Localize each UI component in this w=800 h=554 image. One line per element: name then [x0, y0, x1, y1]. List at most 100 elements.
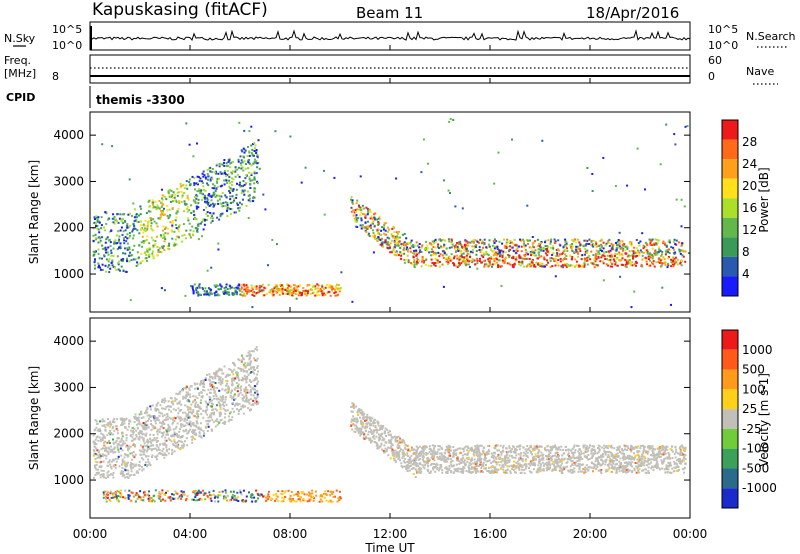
- power-cell: [272, 290, 275, 293]
- velocity-cell: [172, 444, 175, 447]
- power-cell: [158, 207, 161, 210]
- power-cell: [626, 259, 629, 262]
- power-cell: [350, 196, 353, 199]
- power-cell: [495, 240, 498, 243]
- power-cell: [135, 264, 138, 267]
- velocity-cell: [246, 354, 249, 357]
- velocity-cell: [159, 451, 161, 454]
- power-colorbar-tick-label: 20: [742, 179, 757, 193]
- power-cell: [520, 245, 523, 248]
- velocity-cell: [202, 389, 204, 391]
- velocity-cell: [237, 367, 240, 370]
- velocity-cell: [574, 456, 577, 459]
- power-cell: [103, 254, 106, 257]
- velocity-cell: [155, 417, 158, 419]
- velocity-cell: [679, 458, 682, 461]
- power-cell: [127, 226, 130, 229]
- power-cell: [253, 178, 256, 181]
- power-cell: [170, 200, 172, 203]
- power-cell: [448, 256, 451, 259]
- velocity-cell: [413, 451, 415, 454]
- velocity-cell: [147, 441, 150, 444]
- power-cell: [213, 184, 216, 187]
- velocity-cell: [571, 447, 574, 450]
- velocity-cell: [168, 438, 171, 441]
- power-cell: [447, 263, 449, 266]
- power-cell: [191, 285, 194, 288]
- velocity-cell: [141, 430, 143, 433]
- power-cell: [366, 228, 369, 231]
- power-cell: [157, 206, 160, 209]
- power-cell: [496, 258, 499, 261]
- power-cell: [407, 250, 409, 253]
- velocity-cell: [100, 432, 103, 435]
- power-cell: [397, 241, 400, 244]
- power-cell: [430, 254, 432, 257]
- velocity-cell: [562, 449, 564, 452]
- power-cell: [213, 187, 216, 190]
- power-cell: [388, 237, 391, 240]
- velocity-cell: [650, 467, 653, 470]
- velocity-cell: [115, 425, 118, 428]
- power-cell: [409, 250, 412, 253]
- velocity-cell: [137, 437, 140, 440]
- power-cell: [514, 244, 517, 247]
- power-cell: [611, 246, 614, 248]
- velocity-cell: [133, 473, 136, 476]
- velocity-cell: [146, 465, 148, 468]
- power-cell: [177, 225, 180, 228]
- power-cell: [499, 255, 501, 258]
- power-cell: [151, 250, 154, 253]
- power-cell: [536, 238, 539, 241]
- power-cell: [180, 200, 183, 203]
- power-cell: [253, 294, 256, 297]
- power-cell: [248, 197, 251, 200]
- velocity-cell: [590, 461, 593, 464]
- power-cell: [104, 211, 107, 214]
- velocity-cell: [215, 420, 218, 422]
- power-cell: [242, 180, 245, 182]
- velocity-cell: [237, 383, 240, 386]
- velocity-cell: [98, 465, 101, 468]
- velocity-cell: [193, 433, 196, 436]
- power-cell: [152, 255, 155, 258]
- velocity-cell: [219, 413, 222, 415]
- power-cell: [367, 220, 369, 223]
- power-cell: [564, 238, 567, 241]
- power-cell: [461, 207, 464, 210]
- power-cell: [483, 265, 486, 268]
- velocity-cell: [112, 433, 115, 436]
- velocity-cell: [115, 460, 118, 463]
- power-cell: [94, 264, 97, 267]
- power-cell: [442, 285, 445, 288]
- power-cell: [516, 250, 519, 252]
- velocity-cell: [629, 464, 632, 467]
- power-cell: [682, 250, 685, 253]
- velocity-cell: [147, 458, 149, 461]
- velocity-cell: [122, 418, 125, 421]
- power-cell: [394, 242, 397, 245]
- velocity-cell: [459, 467, 462, 470]
- velocity-cell: [211, 412, 214, 415]
- power-cell: [107, 246, 110, 249]
- power-cell: [234, 166, 237, 169]
- velocity-cell: [150, 439, 153, 442]
- power-cell: [435, 252, 438, 255]
- velocity-cell: [243, 390, 246, 393]
- velocity-cell: [508, 454, 511, 457]
- power-cell: [252, 154, 255, 157]
- power-cell: [454, 247, 457, 250]
- power-cell: [684, 250, 687, 253]
- power-cell: [602, 241, 605, 244]
- velocity-cell: [97, 456, 100, 459]
- velocity-cell: [152, 439, 155, 442]
- power-cell: [118, 235, 121, 238]
- power-cell: [632, 257, 634, 260]
- power-cell: [253, 187, 256, 190]
- power-cell: [253, 161, 256, 164]
- velocity-cell: [473, 458, 476, 461]
- velocity-cell: [533, 447, 536, 450]
- velocity-cell: [235, 375, 238, 378]
- power-cell: [377, 231, 380, 234]
- velocity-cell: [246, 376, 249, 379]
